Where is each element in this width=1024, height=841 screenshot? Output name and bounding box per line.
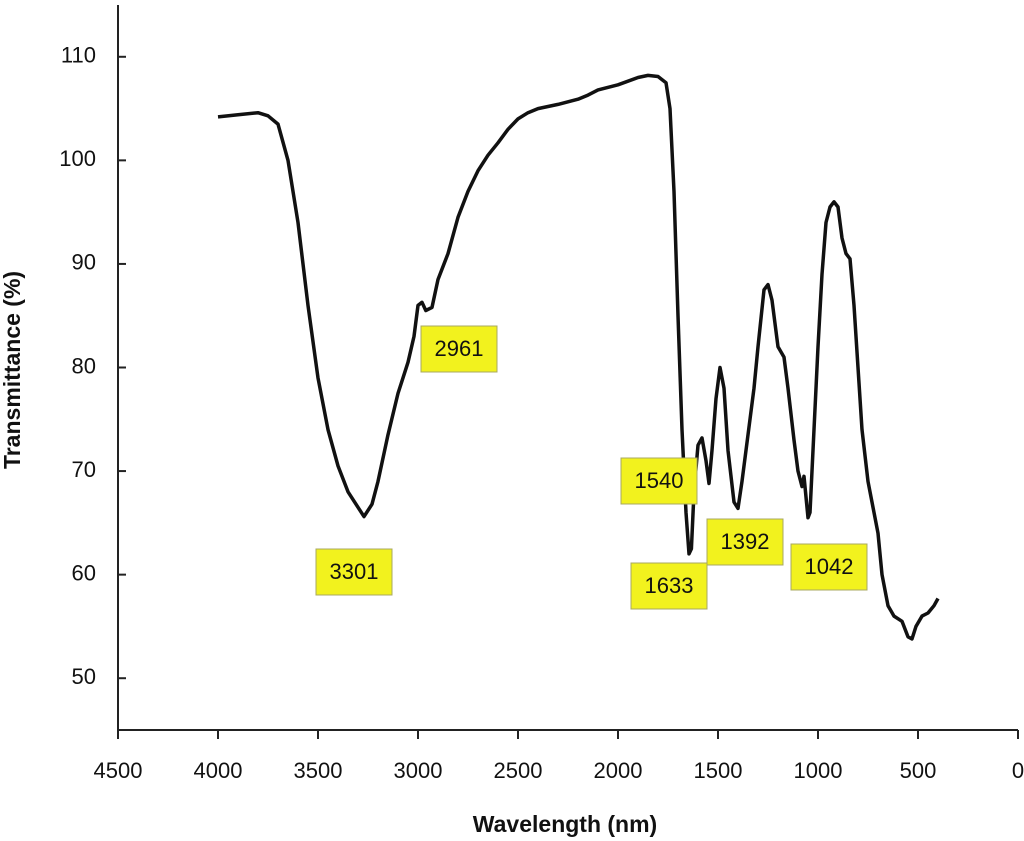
annotation: 1633 xyxy=(645,573,694,598)
x-tick-label: 2500 xyxy=(494,758,543,783)
annotation-box xyxy=(630,562,708,610)
x-tick-label: 1500 xyxy=(694,758,743,783)
annotation: 2961 xyxy=(435,336,484,361)
x-tick-label: 0 xyxy=(1012,758,1024,783)
spectrum-line xyxy=(217,73,940,641)
y-tick-label: 90 xyxy=(72,250,96,275)
annotation: 1042 xyxy=(805,554,854,579)
annotation-box xyxy=(790,543,868,591)
x-axis-title: Wavelength (nm) xyxy=(473,811,657,837)
x-tick-label: 3000 xyxy=(394,758,443,783)
annotation-box xyxy=(315,548,393,596)
y-axis-title: Transmittance (%) xyxy=(0,271,25,469)
y-tick-label: 50 xyxy=(72,664,96,689)
x-tick-label: 1000 xyxy=(794,758,843,783)
annotation-box xyxy=(706,518,784,566)
x-tick-label: 4000 xyxy=(194,758,243,783)
y-tick-label: 60 xyxy=(72,560,96,585)
y-tick-label: 100 xyxy=(59,146,96,171)
annotation: 3301 xyxy=(330,559,379,584)
y-tick-label: 70 xyxy=(72,457,96,482)
y-tick-label: 110 xyxy=(61,43,96,68)
annotation: 1540 xyxy=(635,468,684,493)
x-tick-label: 500 xyxy=(900,758,937,783)
y-tick-label: 80 xyxy=(72,353,96,378)
x-tick-label: 4500 xyxy=(94,758,143,783)
x-tick-label: 3500 xyxy=(294,758,343,783)
annotation: 1392 xyxy=(721,529,770,554)
annotation-box xyxy=(620,457,698,505)
x-tick-label: 2000 xyxy=(594,758,643,783)
annotation-box xyxy=(420,325,498,373)
